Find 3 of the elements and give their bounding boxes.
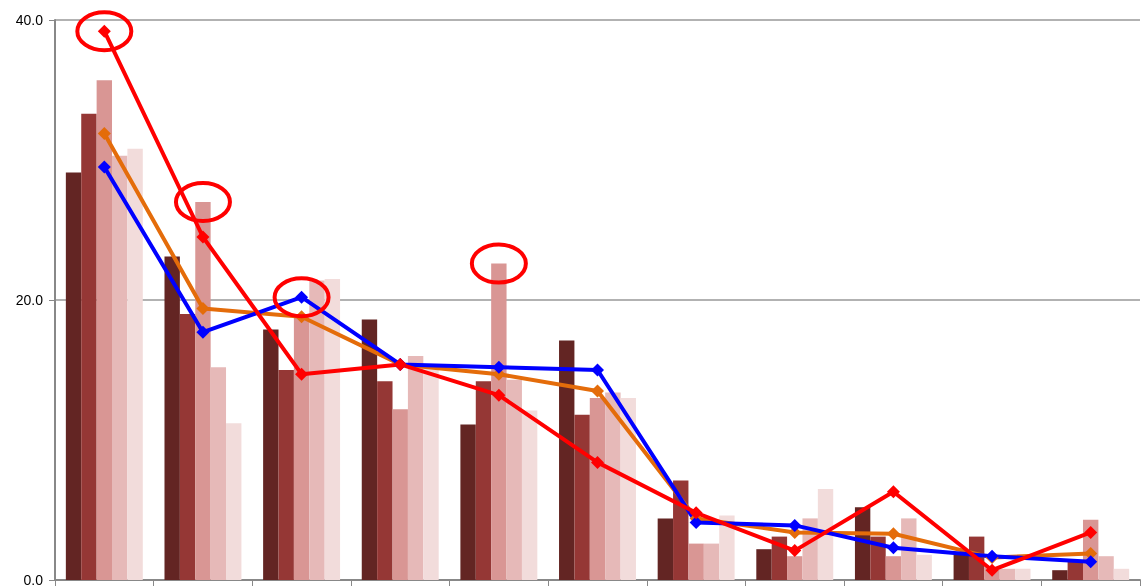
y-tick-label: 20.0: [15, 292, 44, 308]
y-tick-label: 0.0: [23, 572, 44, 588]
y-tick-label: 40.0: [15, 12, 44, 28]
